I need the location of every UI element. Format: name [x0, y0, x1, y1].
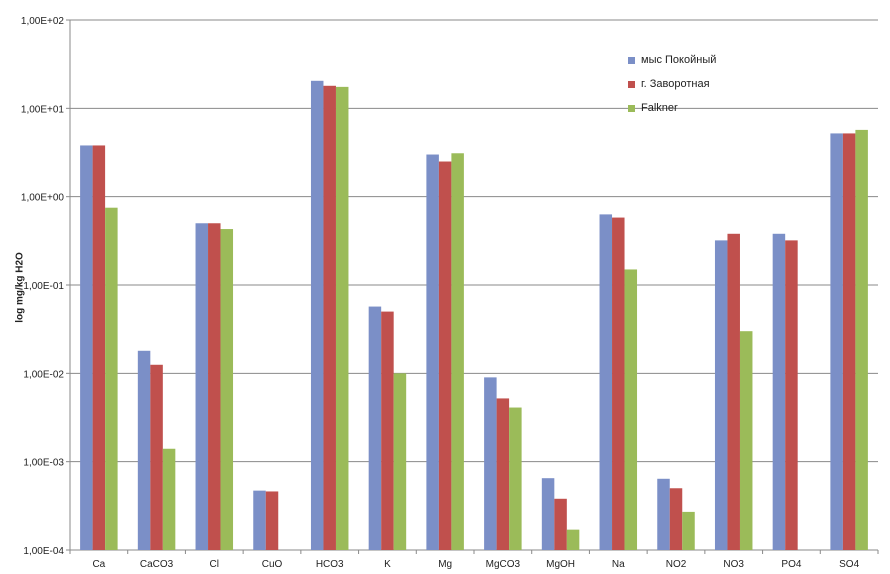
bar — [842, 133, 856, 550]
x-tick-label: K — [384, 559, 391, 570]
bar — [323, 85, 336, 550]
bar — [682, 511, 695, 550]
legend-label: мыс Покойный — [641, 54, 717, 66]
bar — [335, 86, 349, 550]
bar — [496, 398, 510, 550]
bar — [855, 129, 868, 551]
bar — [624, 269, 638, 550]
bar — [80, 145, 93, 550]
bar — [105, 207, 118, 550]
x-tick-label: MgCO3 — [486, 559, 521, 570]
y-tick-label: 1,00E+00 — [21, 193, 65, 204]
y-tick-label: 1,00E-03 — [23, 458, 64, 469]
y-tick-label: 1,00E+02 — [21, 16, 65, 27]
bar — [830, 133, 843, 550]
y-tick-label: 1,00E-01 — [23, 281, 64, 292]
legend-swatch — [628, 104, 635, 112]
x-tick-label: CaCO3 — [140, 559, 174, 570]
bar — [368, 306, 382, 550]
bar — [509, 407, 522, 550]
bar — [727, 233, 740, 551]
y-tick-label: 1,00E-02 — [23, 369, 64, 380]
x-tick-label: MgOH — [546, 559, 575, 570]
bar — [484, 377, 497, 550]
y-axis-label: log mg/kg H2O — [14, 252, 26, 323]
x-tick-label: PO4 — [781, 559, 801, 570]
bar — [253, 490, 266, 550]
bar — [162, 448, 176, 550]
bar — [220, 229, 234, 550]
bar — [195, 223, 209, 551]
legend-item: мыс Покойный — [628, 48, 716, 72]
x-tick-label: SO4 — [839, 559, 859, 570]
bar — [669, 488, 683, 550]
bar — [310, 80, 324, 550]
bar — [137, 350, 151, 550]
y-tick-label: 1,00E+01 — [21, 104, 65, 115]
bar — [599, 214, 613, 550]
x-tick-label: HCO3 — [316, 559, 344, 570]
x-tick-label: Cl — [210, 559, 219, 570]
x-tick-label: CuO — [262, 559, 283, 570]
x-tick-label: Ca — [92, 559, 105, 570]
bar — [393, 373, 407, 550]
bar — [541, 478, 555, 550]
bar — [381, 311, 394, 550]
bar — [772, 233, 786, 551]
bar — [612, 217, 625, 551]
bar — [426, 154, 439, 551]
x-tick-label: Mg — [438, 559, 452, 570]
bar — [92, 145, 106, 550]
legend-label: г. Заворотная — [641, 78, 710, 90]
legend-item: Falkner — [628, 96, 716, 120]
bar — [785, 240, 798, 550]
bar — [208, 223, 221, 551]
x-tick-label: NO2 — [666, 559, 687, 570]
bar — [265, 491, 279, 550]
legend-label: Falkner — [641, 102, 678, 114]
x-tick-label: Na — [612, 559, 625, 570]
bar — [657, 478, 670, 550]
y-tick-label: 1,00E-04 — [23, 546, 64, 557]
legend: мыс Покойный г. Заворотная Falkner — [628, 48, 716, 120]
bar — [438, 161, 452, 550]
bar — [554, 498, 567, 550]
bar — [714, 240, 728, 550]
legend-swatch — [628, 80, 635, 88]
legend-item: г. Заворотная — [628, 72, 716, 96]
bar — [566, 529, 580, 550]
legend-swatch — [628, 56, 635, 64]
bar — [739, 331, 753, 550]
x-tick-label: NO3 — [723, 559, 744, 570]
bar — [451, 153, 464, 550]
bar — [150, 364, 163, 550]
